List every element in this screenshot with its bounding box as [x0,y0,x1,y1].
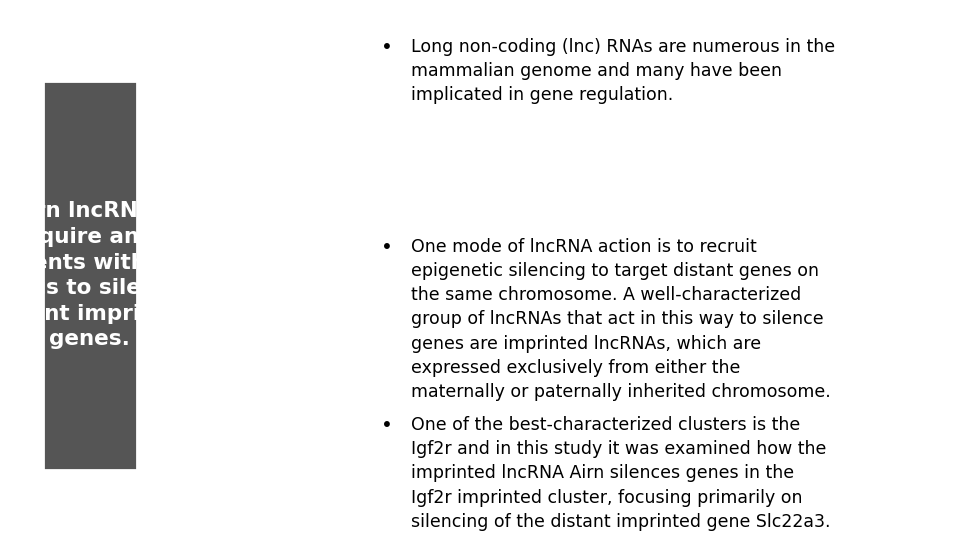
Bar [42,81,136,470]
Text: One mode of lncRNA action is to recruit
epigenetic silencing to target distant g: One mode of lncRNA action is to recruit … [411,238,830,401]
Text: •: • [381,238,394,256]
Text: Long non-coding (lnc) RNAs are numerous in the
mammalian genome and many have be: Long non-coding (lnc) RNAs are numerous … [411,38,835,104]
Text: •: • [381,38,394,57]
Text: •: • [381,416,394,435]
Text: The Airn lncRNA does
not require any DNA
elements within its
locus to silence
di: The Airn lncRNA does not require any DNA… [0,201,220,349]
Text: One of the best-characterized clusters is the
Igf2r and in this study it was exa: One of the best-characterized clusters i… [411,416,830,531]
